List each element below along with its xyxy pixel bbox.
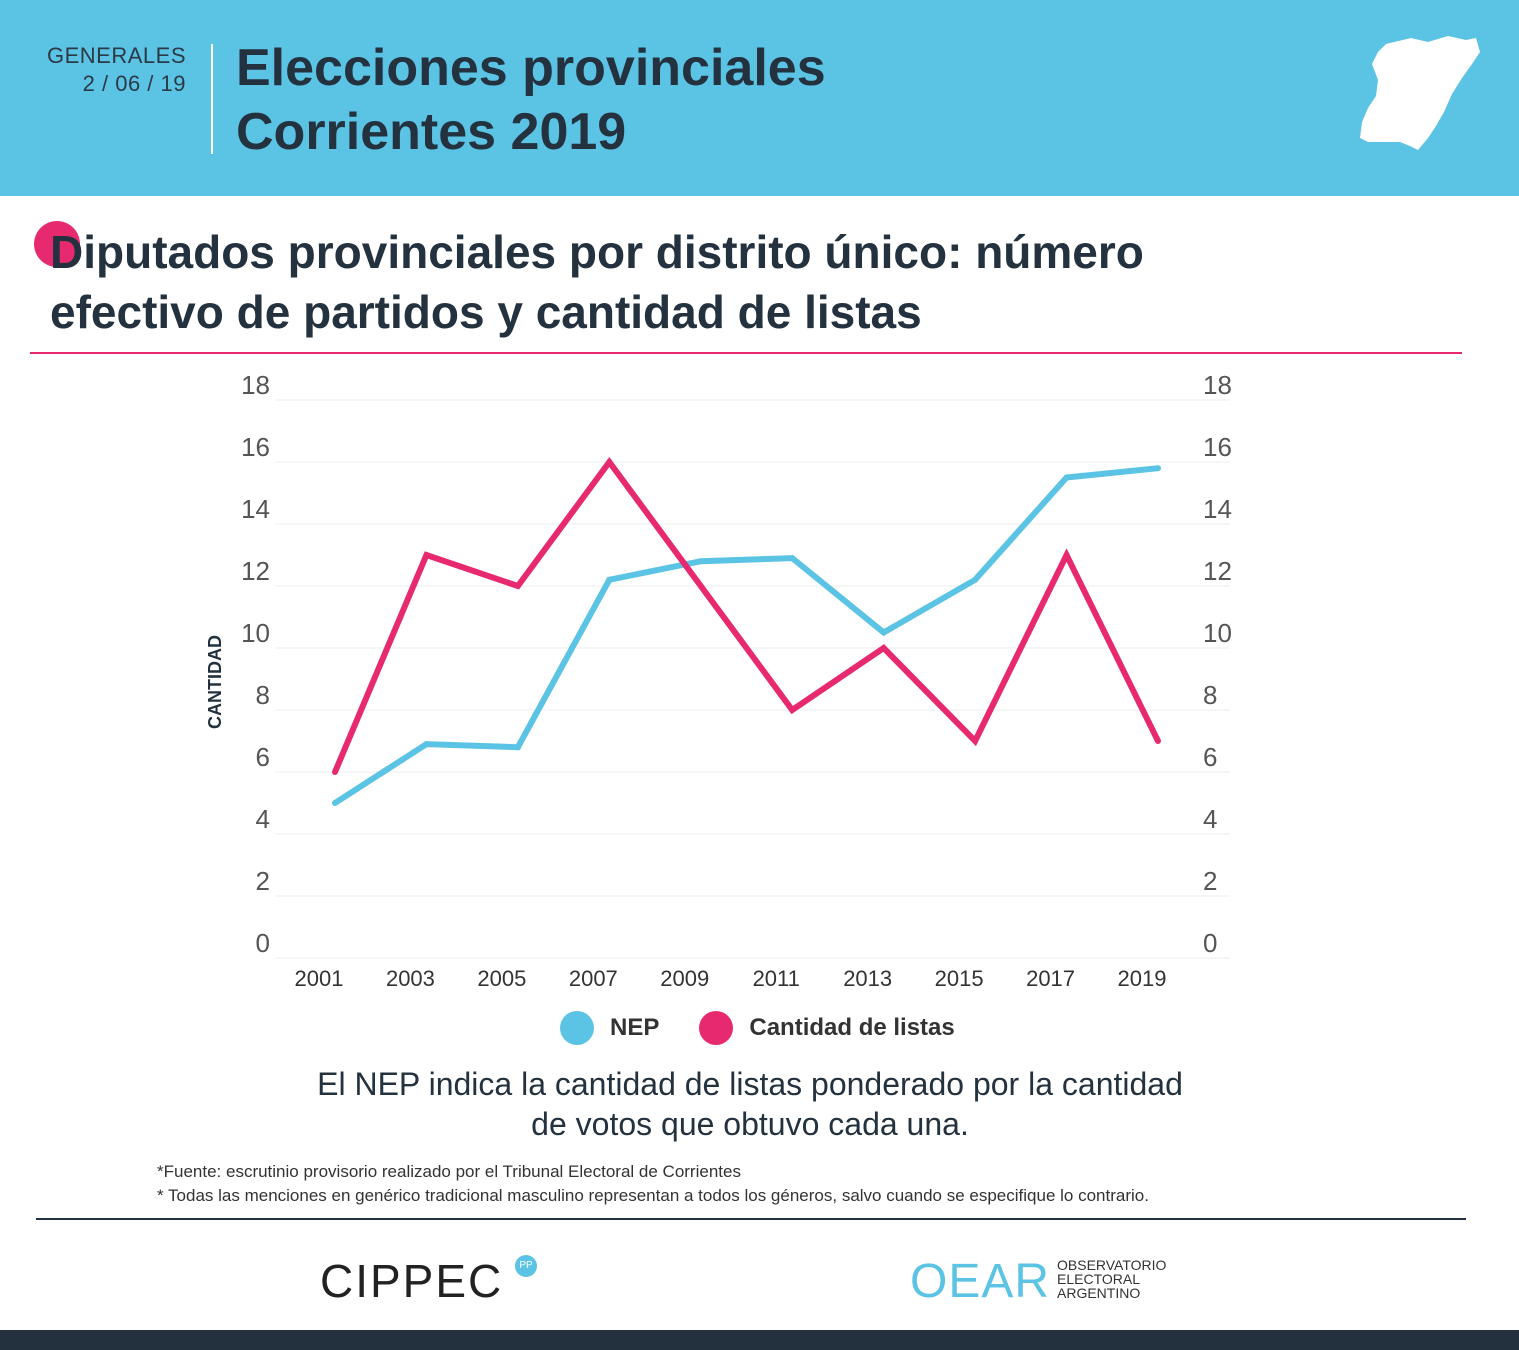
y-tick-right-8: 8 (1203, 680, 1217, 710)
oear-sub-2: ELECTORAL (1057, 1271, 1140, 1287)
title-line-2: Corrientes 2019 (236, 103, 627, 161)
line-chart: 0 0 2 2 4 4 6 6 8 8 10 10 12 12 14 14 16 16 18 18 2001 2003 20… (205, 370, 1232, 991)
point-nep-2005 (514, 744, 521, 751)
point-nep-2001 (332, 800, 338, 806)
legend-item-nep: NEP (560, 1011, 659, 1045)
kicker-type: GENERALES (47, 43, 186, 68)
point-nep-2009 (697, 558, 704, 565)
y-tick-right-14: 14 (1203, 494, 1232, 524)
footnotes: *Fuente: escrutinio provisorio realizado… (157, 1160, 1149, 1208)
y-tick-left-16: 16 (241, 432, 270, 462)
y-tick-right-6: 6 (1203, 742, 1217, 772)
oear-sub-1: OBSERVATORIO (1057, 1257, 1167, 1273)
x-tick-2017: 2017 (1026, 966, 1075, 991)
x-tick-2003: 2003 (386, 966, 435, 991)
y-tick-right-0: 0 (1203, 928, 1217, 958)
point-cantidad-de-listas-2007 (606, 459, 613, 465)
header-divider (211, 44, 213, 154)
header-banner: GENERALES 2 / 06 / 19 Elecciones provinc… (0, 0, 1519, 196)
chart-title-line-1: Diputados provinciales por distrito únic… (50, 226, 1144, 278)
y-tick-right-10: 10 (1203, 618, 1232, 648)
x-tick-2013: 2013 (843, 966, 892, 991)
footnote-gender: * Todas las menciones en genérico tradic… (157, 1186, 1149, 1205)
oear-logo-subtitle: OBSERVATORIO ELECTORAL ARGENTINO (1057, 1258, 1166, 1300)
point-nep-2011 (789, 555, 796, 562)
chart-title-line-2: efectivo de partidos y cantidad de lista… (50, 286, 922, 338)
footer-divider (36, 1218, 1466, 1220)
y-tick-left-18: 18 (241, 370, 270, 400)
subtitle-bullet (34, 221, 80, 267)
y-tick-left-6: 6 (256, 742, 270, 772)
x-tick-2001: 2001 (295, 966, 344, 991)
corrientes-map-icon (1360, 36, 1480, 150)
bottom-bar (0, 1330, 1519, 1350)
point-cantidad-de-listas-2009 (697, 583, 704, 589)
legend-swatch-listas (699, 1011, 734, 1045)
series-line-cantidad-de-listas (332, 456, 1161, 774)
legend-label-nep: NEP (610, 1014, 660, 1041)
x-tick-2005: 2005 (477, 966, 526, 991)
x-tick-2019: 2019 (1118, 966, 1167, 991)
page-title: Elecciones provinciales Corrientes 2019 (236, 36, 826, 164)
point-nep-2013 (880, 629, 887, 636)
y-tick-right-12: 12 (1203, 556, 1232, 586)
chart-legend: NEP Cantidad de listas (560, 1008, 995, 1048)
y-tick-right-16: 16 (1203, 432, 1232, 462)
note-line-1: El NEP indica la cantidad de listas pond… (317, 1066, 1183, 1102)
point-cantidad-de-listas-2019 (1155, 738, 1161, 744)
kicker-date: 2 / 06 / 19 (82, 71, 186, 96)
point-nep-2019 (1155, 465, 1161, 472)
title-line-1: Elecciones provinciales (236, 39, 826, 97)
point-nep-2017 (1063, 474, 1070, 481)
point-cantidad-de-listas-2015 (972, 738, 979, 744)
cippec-logo: CIPPEC (320, 1255, 504, 1307)
oear-sub-3: ARGENTINO (1057, 1285, 1141, 1301)
point-cantidad-de-listas-2011 (789, 707, 796, 713)
oear-logo: OEAR (910, 1255, 1051, 1308)
point-cantidad-de-listas-2005 (514, 583, 521, 589)
y-tick-left-2: 2 (256, 866, 270, 896)
y-tick-left-0: 0 (256, 928, 270, 958)
y-axis-label: CANTIDAD (205, 635, 225, 729)
y-tick-left-14: 14 (241, 494, 270, 524)
title-underline (30, 352, 1462, 354)
election-kicker: GENERALES 2 / 06 / 19 (47, 42, 186, 98)
legend-item-listas: Cantidad de listas (699, 1011, 955, 1045)
x-tick-2009: 2009 (660, 966, 709, 991)
footnote-source: *Fuente: escrutinio provisorio realizado… (157, 1162, 741, 1181)
point-cantidad-de-listas-2001 (332, 769, 338, 775)
legend-label-listas: Cantidad de listas (749, 1014, 955, 1041)
y-tick-left-4: 4 (256, 804, 270, 834)
x-tick-2015: 2015 (935, 966, 984, 991)
legend-swatch-nep (560, 1011, 594, 1045)
x-tick-2011: 2011 (753, 966, 800, 991)
x-tick-2007: 2007 (569, 966, 618, 991)
note-line-2: de votos que obtuvo cada una. (531, 1106, 969, 1142)
point-nep-2015 (972, 576, 979, 583)
chart-title: Diputados provinciales por distrito únic… (50, 222, 1470, 342)
point-nep-2007 (606, 576, 613, 583)
y-tick-left-8: 8 (256, 680, 270, 710)
y-tick-left-10: 10 (241, 618, 270, 648)
point-nep-2003 (423, 741, 430, 748)
point-cantidad-de-listas-2003 (423, 552, 430, 558)
series-line-nep (333, 465, 1159, 806)
y-tick-left-12: 12 (241, 556, 270, 586)
point-cantidad-de-listas-2013 (880, 645, 887, 651)
point-cantidad-de-listas-2017 (1063, 552, 1070, 558)
y-tick-right-4: 4 (1203, 804, 1217, 834)
y-tick-right-18: 18 (1203, 370, 1232, 400)
cippec-badge: PP (515, 1255, 537, 1277)
explanatory-note: El NEP indica la cantidad de listas pond… (200, 1064, 1300, 1144)
y-tick-right-2: 2 (1203, 866, 1217, 896)
